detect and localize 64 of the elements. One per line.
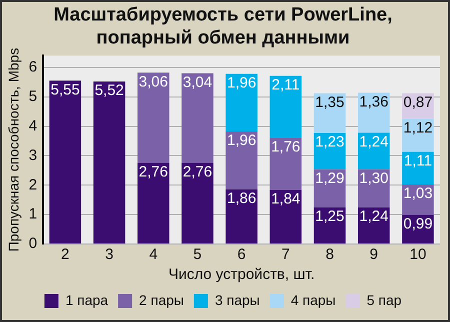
chart-title: Масштабируемость сети PowerLine, попарный обмен данными [54,4,392,48]
data-label: 1,29 [315,170,344,187]
bar [49,80,82,244]
x-tick-label: 9 [370,246,378,264]
bar [270,138,302,190]
bar [226,132,258,190]
x-tick-label: 8 [326,246,334,264]
data-label: 1,03 [403,185,433,202]
bar [358,169,390,208]
x-tick-label: 6 [237,246,246,264]
data-label: 1,76 [271,138,300,156]
bar [226,189,258,244]
y-tick-label: 2 [28,176,38,194]
data-label: 1,35 [315,94,344,111]
bar [182,162,214,244]
data-label: 5,55 [50,81,80,98]
bar [402,118,434,152]
legend-label: 5 пар [366,292,402,308]
x-tick-label: 2 [61,246,70,264]
x-axis-title: Число устройств, шт. [168,266,315,284]
y-tick-label: 4 [28,117,38,134]
legend-label: 4 пары [290,292,336,308]
legend-label: 2 пары [139,292,184,308]
bar [270,190,302,244]
bar [138,72,170,163]
data-label: 1,11 [404,152,432,170]
y-tick-label: 6 [28,58,38,76]
data-label: 2,76 [182,163,212,180]
bar [402,152,434,185]
bar [93,82,126,244]
data-label: 1,84 [271,190,300,208]
legend-label: 3 пары [214,292,260,308]
data-label: 1,86 [226,190,256,207]
data-label: 1,24 [359,208,388,226]
data-label: 1,36 [359,93,388,110]
data-label: 1,24 [359,133,388,150]
y-tick-label: 3 [28,146,38,164]
data-label: 2,11 [272,76,300,94]
x-tick-label: 10 [410,246,426,264]
data-label: 1,30 [359,170,388,187]
x-tick-label: 3 [105,246,114,264]
y-tick-label: 5 [28,88,38,105]
x-tick-label: 4 [149,246,158,264]
bar [226,74,258,132]
data-label: 1,23 [315,134,344,151]
bar [270,76,302,138]
data-label: 1,25 [315,208,344,225]
bar [138,162,170,244]
data-label: 0,99 [403,215,433,232]
x-tick-label: 5 [193,246,202,264]
data-label: 1,96 [226,132,256,150]
data-label: 0,87 [403,94,433,111]
y-tick-label: 1 [28,206,38,223]
data-label: 3,04 [182,74,212,91]
x-tick-label: 7 [281,246,290,264]
data-label: 1,12 [403,120,433,137]
y-tick-label: 0 [28,235,38,252]
bar [182,73,214,163]
legend-label: 1 пара [65,292,108,308]
y-axis-title: Пропускная способность, Mbps [5,48,22,252]
data-label: 1,96 [226,74,256,92]
data-label: 5,52 [94,82,124,100]
data-label: 2,76 [138,163,168,180]
data-label: 3,06 [138,73,168,90]
